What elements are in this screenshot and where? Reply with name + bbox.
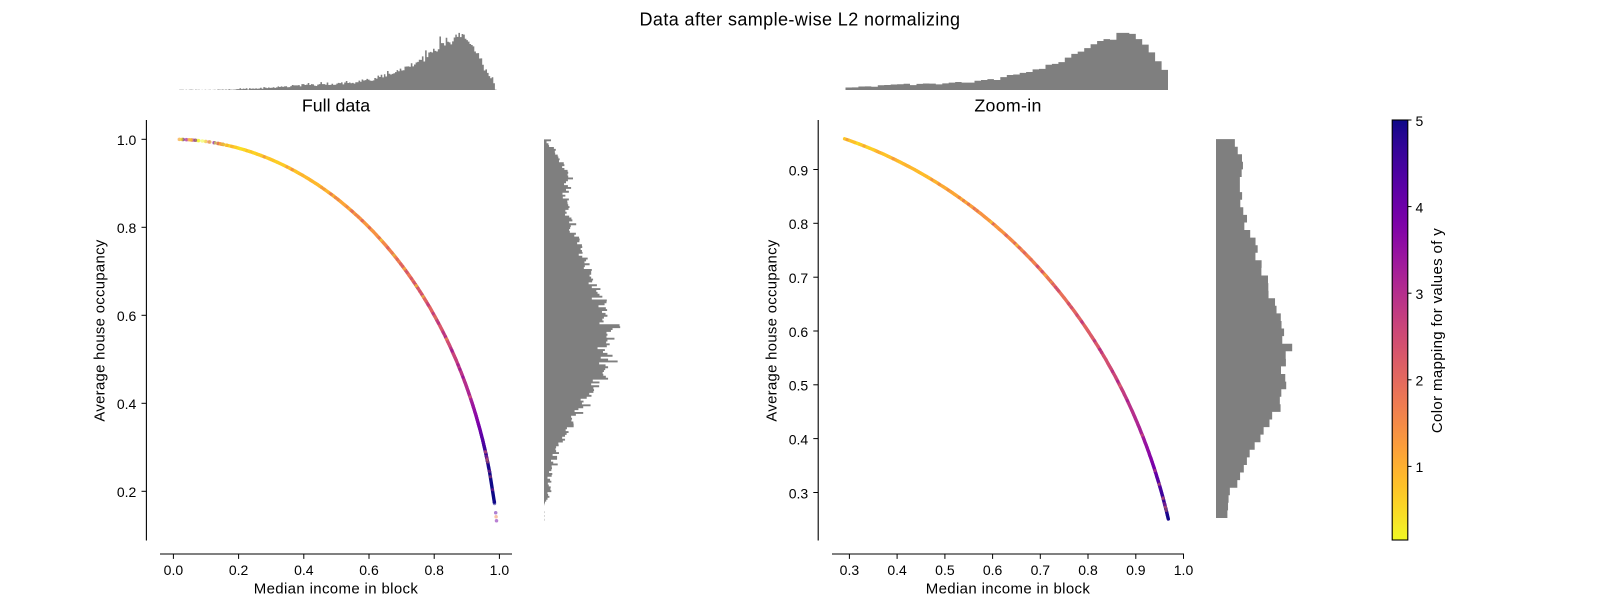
svg-text:0.3: 0.3 bbox=[840, 562, 860, 578]
svg-text:5: 5 bbox=[1416, 113, 1424, 129]
svg-text:Median income in block: Median income in block bbox=[926, 581, 1091, 598]
svg-text:0.8: 0.8 bbox=[1078, 562, 1098, 578]
svg-text:1: 1 bbox=[1416, 459, 1424, 475]
svg-text:0.7: 0.7 bbox=[789, 270, 809, 286]
svg-text:0.6: 0.6 bbox=[789, 324, 809, 340]
svg-text:0.4: 0.4 bbox=[887, 562, 907, 578]
svg-text:0.9: 0.9 bbox=[789, 162, 809, 178]
svg-text:0.2: 0.2 bbox=[229, 562, 249, 578]
svg-text:2: 2 bbox=[1416, 373, 1424, 389]
svg-text:Average house occupancy: Average house occupancy bbox=[765, 239, 781, 421]
svg-text:0.4: 0.4 bbox=[789, 431, 809, 447]
svg-text:Data after sample-wise L2 norm: Data after sample-wise L2 normalizing bbox=[640, 10, 961, 30]
svg-text:0.5: 0.5 bbox=[789, 378, 809, 394]
svg-text:0.6: 0.6 bbox=[359, 562, 379, 578]
svg-text:0.7: 0.7 bbox=[1031, 562, 1051, 578]
svg-text:Average house occupancy: Average house occupancy bbox=[93, 239, 109, 421]
svg-text:Full data: Full data bbox=[302, 95, 370, 115]
svg-text:3: 3 bbox=[1416, 286, 1424, 302]
svg-text:0.0: 0.0 bbox=[164, 562, 184, 578]
svg-text:0.6: 0.6 bbox=[117, 308, 137, 324]
svg-text:0.8: 0.8 bbox=[789, 216, 809, 232]
svg-text:0.8: 0.8 bbox=[117, 220, 137, 236]
svg-text:Color mapping for values of y: Color mapping for values of y bbox=[1429, 228, 1446, 433]
svg-text:1.0: 1.0 bbox=[490, 562, 510, 578]
svg-text:0.2: 0.2 bbox=[117, 484, 137, 500]
svg-text:Zoom-in: Zoom-in bbox=[974, 95, 1041, 115]
svg-text:0.5: 0.5 bbox=[935, 562, 955, 578]
svg-text:0.8: 0.8 bbox=[424, 562, 444, 578]
svg-text:4: 4 bbox=[1416, 199, 1424, 215]
svg-text:1.0: 1.0 bbox=[1174, 562, 1194, 578]
svg-text:1.0: 1.0 bbox=[117, 132, 137, 148]
svg-text:Median income in block: Median income in block bbox=[254, 581, 419, 598]
svg-text:0.9: 0.9 bbox=[1126, 562, 1146, 578]
svg-text:0.4: 0.4 bbox=[117, 396, 137, 412]
svg-text:0.3: 0.3 bbox=[789, 485, 809, 501]
svg-text:0.4: 0.4 bbox=[294, 562, 314, 578]
svg-text:0.6: 0.6 bbox=[983, 562, 1003, 578]
